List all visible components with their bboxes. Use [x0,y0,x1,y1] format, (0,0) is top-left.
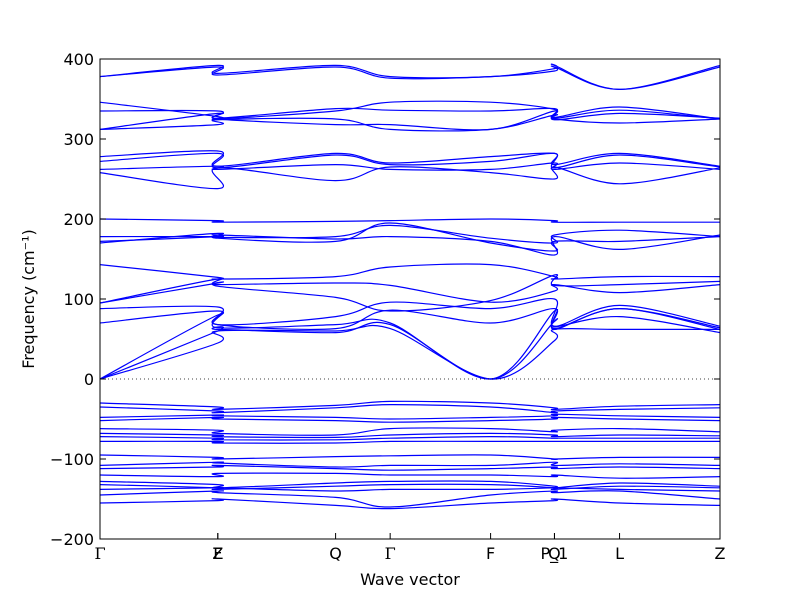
band-20 [99,100,721,120]
band-23 [99,400,721,411]
band-2 [99,315,721,380]
y-tick-label: −100 [50,450,94,469]
y-tick-label: 200 [63,210,94,229]
band-15 [99,152,721,169]
x-tick-label: F [213,544,222,563]
band-16 [99,150,721,167]
x-tick-label: Γ [94,544,105,563]
x-tick-label: Q [548,544,561,563]
x-tick-label: Q [329,544,342,563]
x-tick-label: Γ [385,544,396,563]
y-ticks: −200 −100 0 100 200 300 400 [50,50,720,549]
x-tick-label: Z [715,544,726,563]
band-6 [99,281,721,304]
x-tick-label: F [486,544,495,563]
y-tick-label: 100 [63,290,94,309]
band-17 [99,114,721,132]
band-4 [99,307,721,330]
x-ticks: Γ ZF Q Γ F P_1Q L Z [94,533,726,564]
band-25 [99,413,721,420]
x-tick-label: Z [212,544,223,563]
y-tick-label: −200 [50,530,94,549]
band-22 [99,63,721,91]
band-29 [99,435,720,441]
band-10 [99,234,721,256]
band-30 [99,440,720,444]
band-27 [99,427,721,436]
y-tick-label: 300 [63,130,94,149]
band-39 [99,498,721,510]
band-9 [99,222,721,252]
band-1 [99,324,720,380]
band-31 [99,454,721,460]
band-3 [99,307,721,380]
x-tick-label: P_1 [541,544,569,564]
x-tick-label: L [615,544,624,563]
y-tick-label: 400 [63,50,94,69]
band-32 [99,461,721,468]
band-34 [99,472,721,479]
band-38 [99,490,721,508]
band-28 [99,432,721,439]
y-tick-label: 0 [84,370,94,389]
band-36 [99,483,721,491]
band-lines [99,63,721,510]
band-12 [99,218,720,223]
band-35 [99,480,721,489]
band-5 [99,297,721,327]
band-13 [99,166,721,190]
band-11 [99,224,721,244]
band-8 [99,263,721,280]
y-axis-label: Frequency (cm⁻¹) [19,229,38,368]
band-33 [99,464,721,471]
band-26 [99,416,721,423]
band-19 [99,107,721,120]
x-axis-label: Wave vector [360,570,460,589]
band-24 [99,403,721,414]
band-37 [99,486,721,492]
